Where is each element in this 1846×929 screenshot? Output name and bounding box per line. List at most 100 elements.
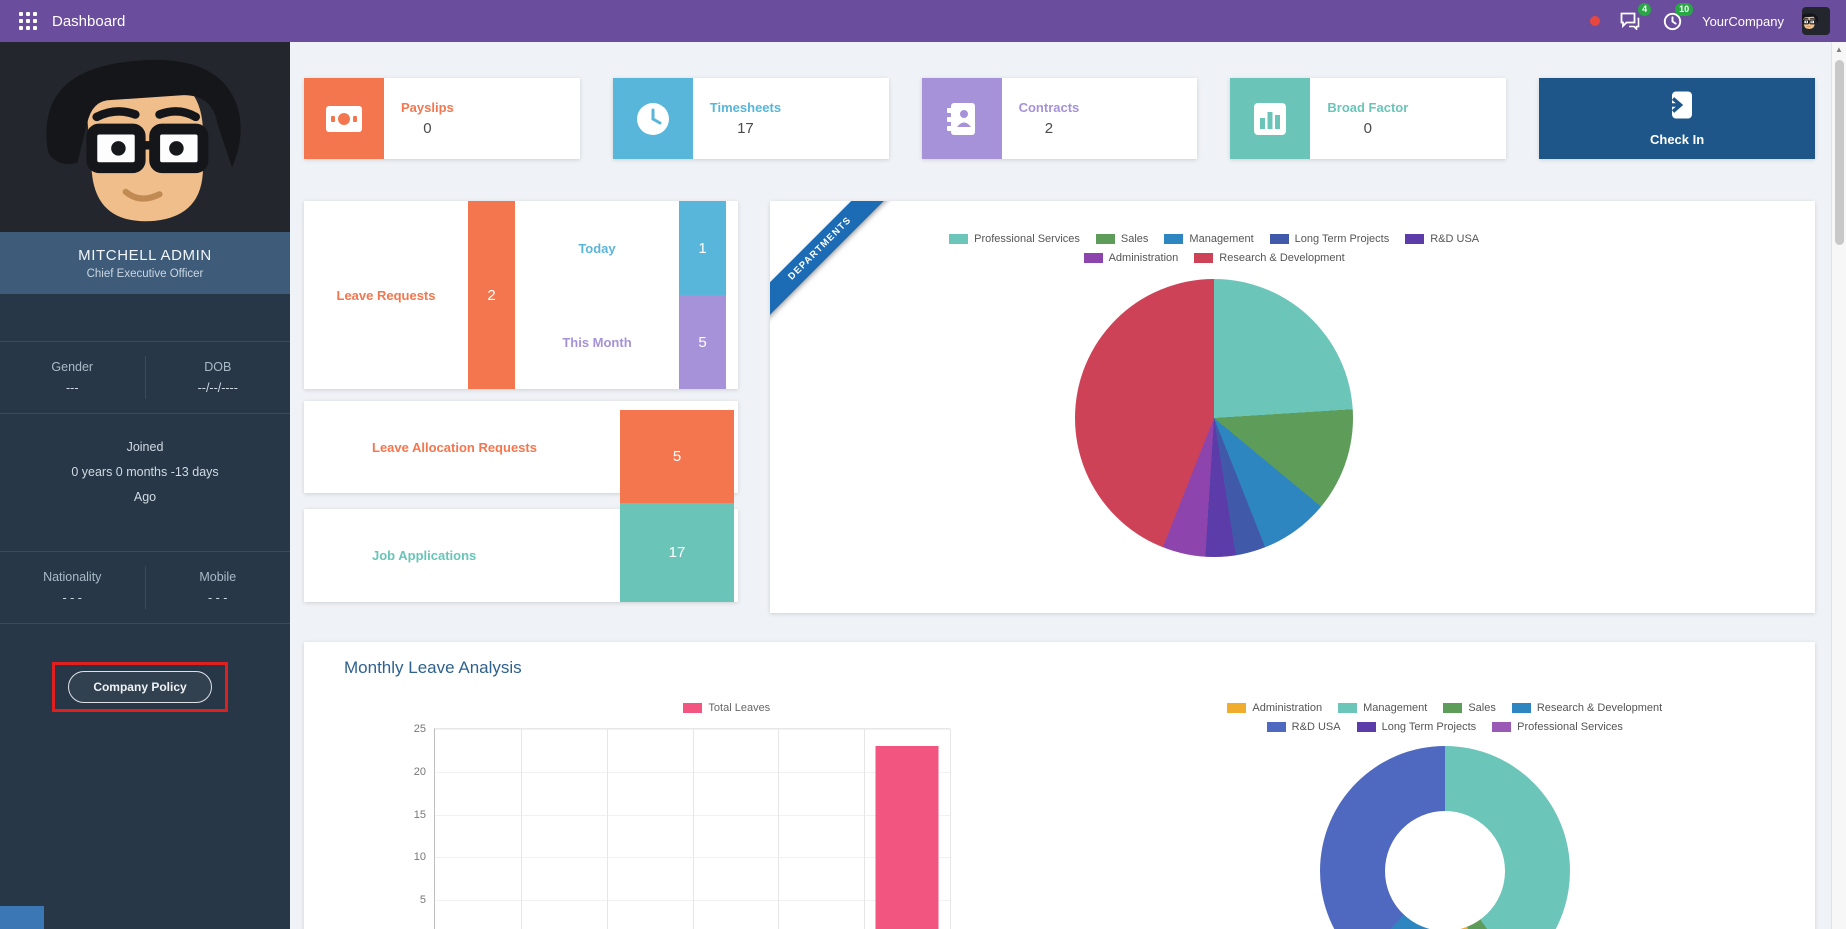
legend-item[interactable]: Sales <box>1095 233 1148 245</box>
nationality-value: - - - <box>62 591 82 605</box>
legend-label: Administration <box>1108 252 1179 264</box>
mobile-label: Mobile <box>199 570 237 584</box>
v-gridline <box>950 729 951 929</box>
payslips-card[interactable]: Payslips 0 <box>304 78 580 159</box>
legend-item[interactable]: Professional Services <box>949 233 1080 245</box>
activities-clock-icon[interactable]: 10 <box>1660 3 1694 32</box>
legend-item[interactable]: Administration <box>1083 252 1179 264</box>
legend-swatch <box>683 703 703 713</box>
middle-row: Leave Requests 2 Today This Month 1 5 Le… <box>304 201 1815 613</box>
broad-factor-label: Broad Factor <box>1327 100 1409 115</box>
employee-role: Chief Executive Officer <box>86 267 204 280</box>
activities-badge: 10 <box>1675 3 1694 16</box>
nationality-label: Nationality <box>43 570 102 584</box>
legend-label: Management <box>1189 233 1254 245</box>
address-book-icon <box>921 78 1002 159</box>
company-policy-button[interactable]: Company Policy <box>68 671 212 703</box>
timesheets-card[interactable]: Timesheets 17 <box>612 78 889 159</box>
check-in-button[interactable]: Check In <box>1539 78 1815 159</box>
departments-legend-row-1: Professional Services Sales Management Long… <box>949 233 1479 245</box>
legend-item[interactable]: Long Term Projects <box>1269 233 1389 245</box>
legend-label: R&D USA <box>1430 233 1480 245</box>
employee-name: MITCHELL ADMIN <box>78 246 212 264</box>
payslips-value: 0 <box>423 120 432 137</box>
departments-pie-chart[interactable] <box>1075 279 1354 557</box>
dob-label: DOB <box>204 360 232 374</box>
leave-month-block[interactable]: 5 <box>679 295 726 389</box>
legend-swatch <box>1083 253 1103 263</box>
legend-swatch <box>949 234 969 244</box>
legend-label: Sales <box>1468 702 1496 714</box>
legend-item[interactable]: Research & Development <box>1194 252 1345 264</box>
employee-name-banner: MITCHELL ADMIN Chief Executive Officer <box>0 232 290 294</box>
legend-label: Research & Development <box>1536 702 1663 714</box>
legend-item[interactable]: Sales <box>1443 702 1496 714</box>
leave-column: Leave Requests 2 Today This Month 1 5 Le… <box>304 201 738 613</box>
bar-chart-icon <box>1230 78 1311 159</box>
total-leaves-bar-plot: 25 20 15 10 5 <box>414 723 951 929</box>
legend-item[interactable]: Management <box>1338 702 1427 714</box>
messages-icon[interactable]: 4 <box>1618 3 1652 32</box>
gender-dob-row: Gender --- DOB --/--/---- <box>0 341 290 414</box>
payslips-label: Payslips <box>401 100 454 115</box>
v-gridline <box>692 729 694 929</box>
sign-in-icon <box>1660 90 1694 125</box>
broad-factor-card[interactable]: Broad Factor 0 <box>1230 78 1507 159</box>
legend-item[interactable]: R&D USA <box>1405 233 1479 245</box>
legend-item[interactable]: Management <box>1164 233 1254 245</box>
legend-item[interactable]: Total Leaves <box>683 702 770 714</box>
contracts-card[interactable]: Contracts 2 <box>921 78 1198 159</box>
page-title[interactable]: Dashboard <box>52 12 126 30</box>
leave-requests-total-block[interactable]: 2 <box>468 201 515 389</box>
joined-value: 0 years 0 months -13 days <box>71 465 219 479</box>
joined-block: Joined 0 years 0 months -13 days Ago <box>0 414 290 519</box>
employee-sidebar: MITCHELL ADMIN Chief Executive Officer G… <box>0 42 290 929</box>
legend-label: Professional Services <box>1517 721 1623 733</box>
blue-corner-widget[interactable] <box>0 906 44 929</box>
legend-swatch <box>1194 253 1214 263</box>
legend-item[interactable]: Professional Services <box>1492 721 1623 733</box>
legend-item[interactable]: Long Term Projects <box>1356 721 1476 733</box>
leave-allocation-count-block[interactable]: 5 <box>620 410 734 503</box>
legend-item[interactable]: R&D USA <box>1266 721 1341 733</box>
legend-swatch <box>1405 234 1425 244</box>
topbar: Dashboard 4 10 YourCompany <box>0 0 1846 42</box>
messages-badge: 4 <box>1638 3 1652 16</box>
y-axis-tick: 5 <box>419 894 426 907</box>
department-donut-chart[interactable] <box>1319 746 1570 929</box>
job-applications-count-block[interactable]: 17 <box>620 503 734 602</box>
company-menu[interactable]: YourCompany <box>1702 13 1784 29</box>
leave-today-block[interactable]: 1 <box>679 201 726 295</box>
legend-item[interactable]: Research & Development <box>1511 702 1663 714</box>
y-axis-tick: 20 <box>413 765 426 778</box>
total-leaves-bar[interactable] <box>875 746 939 929</box>
legend-swatch <box>1338 703 1358 713</box>
check-in-label: Check In <box>1649 132 1705 147</box>
vertical-scrollbar: ▲ <box>1831 42 1846 929</box>
timesheets-value: 17 <box>737 120 754 137</box>
scrollbar-up-arrow[interactable]: ▲ <box>1835 45 1843 54</box>
nationality-mobile-row: Nationality - - - Mobile - - - <box>0 551 290 624</box>
mobile-cell: Mobile - - - <box>146 566 291 609</box>
contracts-label: Contracts <box>1018 100 1080 115</box>
donut-legend-row-1: Administration Management Sales Research & … <box>1227 702 1662 714</box>
legend-item[interactable]: Administration <box>1227 702 1322 714</box>
mobile-value: - - - <box>208 591 228 605</box>
legend-label: R&D USA <box>1291 721 1341 733</box>
legend-label: Total Leaves <box>708 702 771 714</box>
apps-menu-icon[interactable] <box>16 10 40 32</box>
legend-label: Professional Services <box>974 233 1080 245</box>
scrollbar-thumb[interactable] <box>1835 60 1844 245</box>
gender-label: Gender <box>51 360 94 374</box>
employee-photo <box>0 42 290 232</box>
total-leaves-bar-chart-zone: Total Leaves 25 20 15 10 5 <box>304 702 1075 929</box>
kpi-row: Payslips 0 Timesheets 17 <box>304 78 1815 159</box>
monthly-leave-card: Monthly Leave Analysis Total Leaves 25 20… <box>304 642 1815 929</box>
v-gridline <box>520 729 522 929</box>
job-applications-label: Job Applications <box>372 548 477 563</box>
joined-label: Joined <box>126 440 164 454</box>
legend-swatch <box>1356 722 1376 732</box>
departments-legend-row-2: Administration Research & Development <box>1083 252 1345 264</box>
dob-value: --/--/---- <box>197 381 238 395</box>
user-avatar[interactable] <box>1802 7 1830 35</box>
